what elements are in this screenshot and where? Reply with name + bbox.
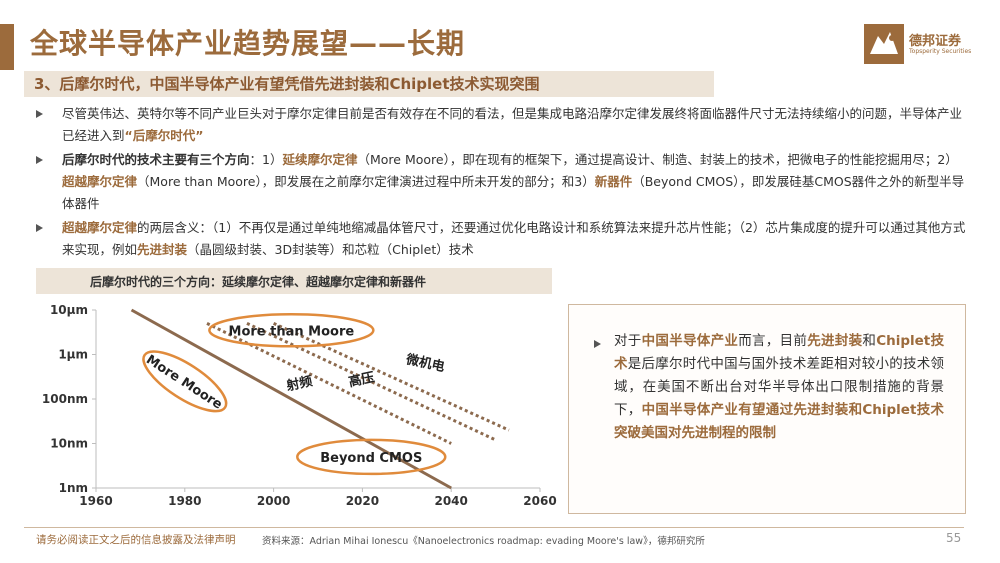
conclusion-text-part: 和 (862, 333, 877, 349)
footer-source: 资料来源：Adrian Mihai Ionescu《Nanoelectronic… (262, 536, 705, 547)
bullet-text: （Beyond CMOS），即发展硅基CMOS器件之外的新型半导体器件 (62, 174, 965, 211)
bullet-highlight: 超越摩尔定律 (62, 220, 138, 235)
conclusion-highlight: 先进封装 (807, 333, 863, 349)
bullet-text: （晶圆级封装、3D封装等）和芯粒（Chiplet）技术 (187, 242, 474, 257)
bullet-highlight: “后摩尔时代” (124, 128, 204, 143)
more-moore-ellipse (142, 350, 228, 413)
bullet-arrow-icon (36, 110, 43, 118)
chart-caption-band (36, 268, 552, 294)
x-tick-label: 2020 (346, 494, 379, 508)
conclusion-text-part: 是后摩尔时代中国与国外技术差距相对较小的技术领域，在美国不断出台对华半导体出口限… (614, 356, 945, 418)
bullet-item: 后摩尔时代的技术主要有三个方向：1）延续摩尔定律（More Moore），即在现… (36, 149, 966, 215)
y-tick-label: 1μm (58, 348, 88, 362)
bullet-arrow-icon (36, 156, 43, 164)
bullet-list: 尽管英伟达、英特尔等不同产业巨头对于摩尔定律目前是否有效存在不同的看法，但是集成… (36, 103, 966, 263)
bullet-item: 超越摩尔定律的两层含义：（1）不再仅是通过单纯地缩减晶体管尺寸，还要通过优化电路… (36, 217, 966, 261)
x-tick-label: 2040 (434, 494, 467, 508)
bullet-highlight: 先进封装 (137, 242, 188, 257)
mems-label: 微机电 (404, 351, 446, 375)
footer-divider (24, 527, 964, 528)
bullet-text: （More Moore），即在现有的框架下，通过提高设计、制造、封装上的技术，把… (357, 152, 958, 167)
bullet-highlight: 超越摩尔定律 (62, 174, 138, 189)
conclusion-highlight: Chiplet技术 (614, 333, 945, 372)
brand-logo: 德邦证券 Topsperity Securities (864, 24, 982, 66)
more-than-moore-line (272, 322, 510, 432)
chart-caption: 后摩尔时代的三个方向：延续摩尔定律、超越摩尔定律和新器件 (90, 275, 427, 289)
more-than-moore-line (246, 322, 497, 442)
page-title: 全球半导体产业趋势展望——长期 (30, 27, 466, 60)
x-tick-label: 2060 (523, 494, 556, 508)
x-tick-label: 1980 (168, 494, 201, 508)
footer-disclaimer: 请务必阅读正文之后的信息披露及法律声明 (36, 534, 236, 546)
bullet-highlight: 新器件 (594, 174, 633, 189)
rf-label: 射频 (284, 373, 314, 394)
conclusion-highlight: 中国半导体产业有望通过先进封装和Chiplet技术突破美国对先进制程的限制 (614, 402, 945, 441)
bullet-text: ：1） (249, 152, 283, 167)
bullet-item: 尽管英伟达、英特尔等不同产业巨头对于摩尔定律目前是否有效存在不同的看法，但是集成… (36, 103, 966, 147)
more-than-moore-line (206, 322, 452, 445)
logo-name-cn: 德邦证券 (909, 34, 962, 49)
beyond-cmos-ellipse (296, 438, 447, 476)
y-tick-label: 10μm (50, 303, 88, 317)
bullet-text: 尽管英伟达、英特尔等不同产业巨头对于摩尔定律目前是否有效存在不同的看法，但是集成… (62, 106, 963, 143)
conclusion-highlight: 中国半导体产业 (641, 333, 739, 349)
bullet-arrow-icon (36, 224, 43, 232)
x-tick-label: 2000 (257, 494, 290, 508)
more-moore-group: More Moore (142, 350, 228, 413)
hv-label: 高压 (347, 369, 376, 390)
page-subtitle: 3、后摩尔时代，中国半导体产业有望凭借先进封装和Chiplet技术实现突围 (34, 75, 540, 93)
x-tick-label: 1960 (79, 494, 112, 508)
subtitle-band (24, 71, 714, 97)
bullet-text: 的两层含义：（1）不再仅是通过单纯地缩减晶体管尺寸，还要通过优化电路设计和系统算… (62, 220, 966, 257)
bullet-text: （More than Moore），即发展在之前摩尔定律演进过程中所未开发的部分… (137, 174, 595, 189)
logo-icon (864, 24, 904, 64)
bullet-arrow-icon (594, 340, 601, 348)
bullet-lead: 后摩尔时代的技术主要有三个方向 (62, 152, 250, 167)
more-than-moore-ellipse (208, 313, 375, 348)
page-number: 55 (946, 531, 962, 545)
conclusion-text: 对于中国半导体产业而言，目前先进封装和Chiplet技术是后摩尔时代中国与国外技… (614, 330, 944, 445)
title-accent-bar (0, 24, 14, 70)
y-tick-label: 100nm (42, 392, 88, 406)
beyond-cmos-label: Beyond CMOS (320, 451, 422, 466)
more-moore-line (130, 308, 452, 490)
roadmap-chart: 1960 1980 2000 2020 2040 2060 10μm 1μm 100nm 10nm… (42, 303, 557, 508)
y-tick-label: 1nm (59, 481, 88, 495)
conclusion-text-part: 而言，目前 (738, 333, 808, 349)
conclusion-box (568, 304, 966, 514)
more-than-moore-label: More than Moore (229, 324, 355, 339)
conclusion-text-part: 对于 (614, 333, 642, 349)
logo-name-en: Topsperity Securities (909, 48, 972, 55)
bullet-highlight: 延续摩尔定律 (282, 152, 358, 167)
y-tick-label: 10nm (50, 437, 88, 451)
